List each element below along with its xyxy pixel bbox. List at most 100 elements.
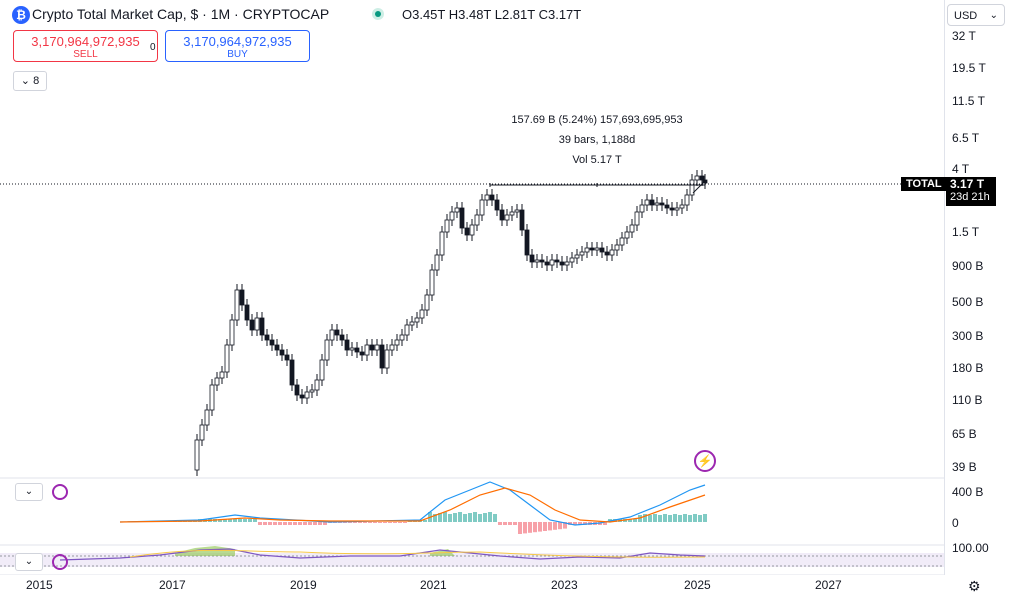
macd-bar (693, 514, 697, 522)
candle (594, 247, 600, 251)
sell-button[interactable]: 3,170,964,972,935 SELL (13, 30, 158, 62)
macd-bar (388, 522, 392, 523)
candle (309, 389, 315, 393)
macd-bar (583, 522, 587, 525)
candle (484, 194, 490, 201)
candle (489, 194, 495, 201)
macd-bar (243, 519, 247, 522)
chevron-down-icon: ⌄ (24, 556, 34, 567)
macd-bar (318, 522, 322, 525)
candle (669, 207, 675, 211)
candle (294, 384, 300, 396)
macd-bar (698, 515, 702, 522)
rsi-collapse-button[interactable]: ⌄ (15, 553, 43, 571)
macd-bar (273, 522, 277, 525)
candle (459, 207, 465, 229)
candle (639, 204, 645, 213)
macd-bar (263, 522, 267, 525)
candle (679, 204, 685, 209)
macd-bar (633, 519, 637, 522)
sell-label: SELL (73, 49, 98, 60)
candle (384, 349, 390, 369)
macd-bar (663, 514, 667, 522)
price-axis-tick: 900 B (952, 259, 984, 273)
sell-price: 3,170,964,972,935 (31, 34, 140, 49)
candle (544, 261, 550, 266)
candle (259, 317, 265, 336)
candle (229, 319, 235, 346)
buy-label: BUY (227, 49, 248, 60)
candle (444, 219, 450, 233)
candle (429, 269, 435, 296)
macd-bar (288, 522, 292, 525)
macd-bar (468, 513, 472, 522)
macd-bar (308, 522, 312, 525)
candle (389, 344, 395, 351)
price-axis[interactable] (944, 0, 1015, 575)
candle (589, 247, 595, 251)
macd-bar (488, 512, 492, 522)
symbol-title[interactable]: Crypto Total Market Cap, $ · 1M · CRYPTO… (32, 6, 330, 22)
buy-button[interactable]: 3,170,964,972,935 BUY (165, 30, 310, 62)
candle (399, 334, 405, 341)
rsi-overbought-fill (175, 546, 235, 556)
candle (574, 254, 580, 259)
macd-bar (673, 514, 677, 522)
candle (364, 344, 370, 356)
macd-bar (393, 522, 397, 523)
price-axis-tick: 180 B (952, 361, 984, 375)
candle (434, 254, 440, 271)
candle (519, 209, 525, 231)
refresh-icon[interactable] (52, 554, 68, 570)
macd-bar (283, 522, 287, 525)
macd-bar (323, 522, 327, 525)
macd-bar (343, 522, 347, 523)
last-price: 3.17 T (950, 177, 985, 191)
macd-bar (253, 519, 257, 522)
currency-select[interactable]: USD ⌄ (947, 4, 1005, 26)
macd-bar (513, 522, 517, 525)
macd-bar (558, 522, 562, 530)
macd-bar (553, 522, 557, 530)
candle (324, 339, 330, 361)
candle (334, 329, 340, 336)
macd-bar (338, 522, 342, 523)
candle (214, 377, 220, 386)
candle (694, 175, 700, 181)
macd-bar (683, 514, 687, 522)
macd-bar (373, 522, 377, 523)
lightning-icon[interactable]: ⚡ (694, 450, 716, 472)
indicators-toggle-button[interactable]: ⌄ 8 (13, 71, 47, 91)
macd-bar (508, 522, 512, 525)
macd-collapse-button[interactable]: ⌄ (15, 483, 43, 501)
macd-bar (333, 522, 337, 523)
candle (629, 224, 635, 233)
macd-bar (188, 521, 192, 522)
gear-icon[interactable]: ⚙ (968, 578, 981, 594)
ohlc-values: O3.45T H3.48T L2.81T C3.17T (402, 7, 582, 22)
candle (609, 249, 615, 256)
chart-canvas[interactable] (0, 0, 944, 575)
candle (239, 289, 245, 306)
macd-bar (248, 519, 252, 522)
candle (279, 349, 285, 356)
chevron-down-icon: ⌄ (24, 486, 34, 497)
price-axis-tick: 500 B (952, 295, 984, 309)
price-axis-tick: 32 T (952, 29, 976, 43)
spread-value: 0 (150, 42, 156, 53)
candle (554, 259, 560, 263)
macd-bar (503, 522, 507, 525)
macd-bar (403, 522, 407, 523)
candle (419, 309, 425, 319)
macd-bar (628, 519, 632, 522)
candle (539, 259, 545, 263)
refresh-icon[interactable] (52, 484, 68, 500)
macd-bar (438, 513, 442, 522)
candle (409, 321, 415, 326)
macd-bar (483, 513, 487, 522)
macd-bar (398, 522, 402, 523)
macd-bar (228, 519, 232, 522)
macd-bar (363, 522, 367, 523)
candle (654, 202, 660, 206)
macd-bar (548, 522, 552, 531)
